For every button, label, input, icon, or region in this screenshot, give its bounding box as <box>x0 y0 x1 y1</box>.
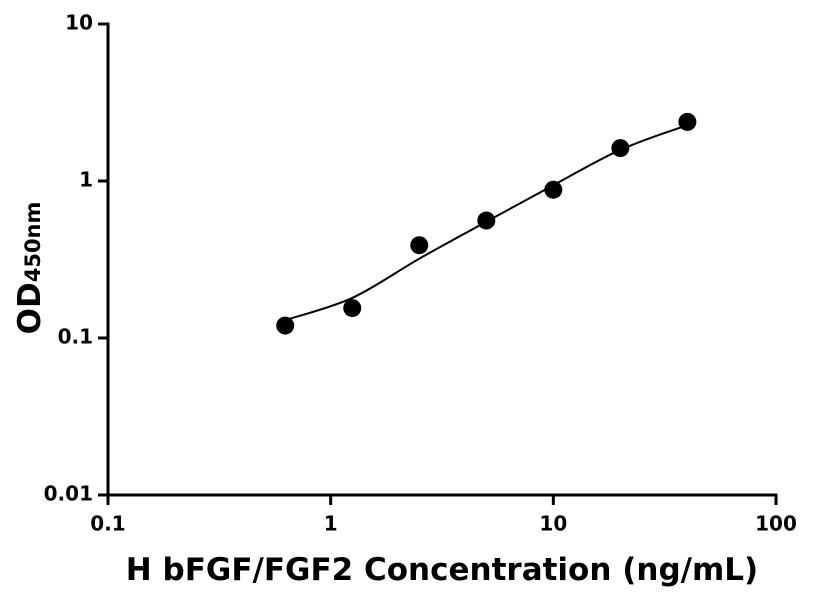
y-tick-label: 10 <box>65 11 93 35</box>
data-point <box>343 299 362 318</box>
data-point <box>678 112 697 131</box>
x-tick-label: 1 <box>324 512 338 536</box>
x-tick-label: 10 <box>539 512 567 536</box>
y-label-sub: 450nm <box>21 202 45 283</box>
data-point <box>410 236 429 255</box>
data-point <box>611 139 630 158</box>
y-tick-label: 0.1 <box>58 325 93 349</box>
y-label-main: OD <box>12 282 48 334</box>
x-tick-label: 100 <box>755 512 797 536</box>
y-axis-label-main: OD450nm <box>12 202 48 335</box>
y-tick-label: 0.01 <box>44 482 93 506</box>
data-point <box>276 316 295 335</box>
x-tick-label: 0.1 <box>90 512 125 536</box>
x-axis-label: H bFGF/FGF2 Concentration (ng/mL) <box>126 552 758 588</box>
y-axis-label: OD450nm <box>12 202 48 335</box>
y-tick-label: 1 <box>79 168 93 192</box>
data-point <box>477 211 496 230</box>
data-point <box>544 180 563 199</box>
